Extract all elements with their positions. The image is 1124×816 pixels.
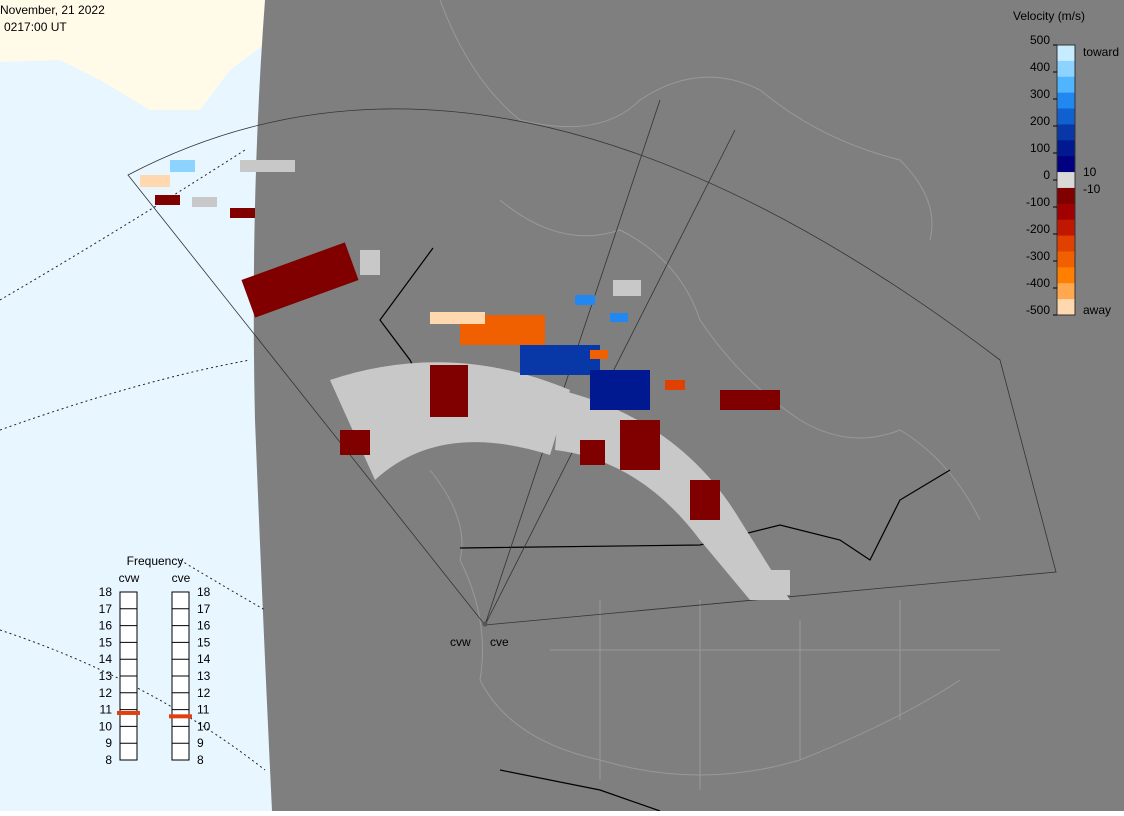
colorbar-segment: [1057, 76, 1075, 94]
frequency-marker: [169, 714, 192, 719]
radar-site: [482, 621, 488, 627]
daylight-land: [0, 0, 270, 110]
frequency-tick-label: 18: [99, 585, 113, 599]
frequency-tick-label: 10: [197, 719, 211, 733]
away-label: away: [1083, 303, 1111, 317]
frequency-tick-label: 13: [197, 669, 211, 683]
colorbar-segment: [1057, 172, 1075, 189]
colorbar-tick-label: -500: [1026, 303, 1050, 317]
colorbar-tick-label: 300: [1030, 87, 1050, 101]
colorbar-tick-label: -100: [1026, 195, 1050, 209]
colorbar-tick-label: 200: [1030, 114, 1050, 128]
colorbar-tick-label: -400: [1026, 276, 1050, 290]
colorbar-segment: [1057, 92, 1075, 110]
colorbar-segment: [1057, 283, 1075, 300]
colorbar-segment: [1057, 235, 1075, 252]
colorbar-segment: [1057, 187, 1075, 205]
frequency-tick-label: 9: [197, 736, 204, 750]
colorbar-segment: [1057, 45, 1075, 62]
frequency-tick-label: 16: [99, 619, 113, 633]
colorbar-label: -10: [1083, 182, 1101, 196]
frequency-tick-label: 13: [99, 669, 113, 683]
frequency-tick-label: 11: [197, 703, 210, 717]
frequency-tick-label: 14: [197, 652, 211, 666]
frequency-tick-label: 17: [197, 602, 211, 616]
frequency-tick-label: 12: [99, 686, 113, 700]
coastlines: [429, 0, 1000, 790]
frequency-tick-label: 9: [105, 736, 112, 750]
frequency-marker: [117, 710, 140, 715]
date: November, 21 2022: [0, 3, 105, 17]
frequency-tick-label: 18: [197, 585, 211, 599]
radar-cells: [140, 160, 790, 600]
colorbar-tick-label: 0: [1043, 168, 1050, 182]
colorbar-segment: [1057, 156, 1075, 173]
frequency-tick-label: 12: [197, 686, 211, 700]
time: 0217:00 UT: [4, 20, 67, 34]
colorbar-tick-label: -300: [1026, 249, 1050, 263]
colorbar-segment: [1057, 124, 1075, 141]
colorbar-tick-label: 500: [1030, 33, 1050, 47]
site-label: cve: [490, 635, 509, 649]
site-label: cvw: [450, 635, 471, 649]
frequency-tick-label: 16: [197, 619, 211, 633]
colorbar-segment: [1057, 251, 1075, 268]
frequency-tick-label: 8: [105, 753, 112, 767]
colorbar-tick-label: -200: [1026, 222, 1050, 236]
colorbar-segment: [1057, 219, 1075, 237]
colorbar-segment: [1057, 108, 1075, 125]
colorbar-segment: [1057, 203, 1075, 221]
radar-name: cvw: [119, 571, 140, 585]
colorbar-segment: [1057, 140, 1075, 157]
frequency-tick-label: 17: [99, 602, 113, 616]
colorbar-tick-label: 100: [1030, 141, 1050, 155]
frequency-tick-label: 14: [99, 652, 113, 666]
colorbar-tick-label: 400: [1030, 60, 1050, 74]
colorbar-segment: [1057, 299, 1075, 316]
frequency-title: Frequency: [127, 554, 184, 568]
frequency-tick-label: 11: [100, 703, 113, 717]
frequency-tick-label: 15: [99, 635, 113, 649]
toward-label: toward: [1083, 45, 1119, 59]
colorbar-title: Velocity (m/s): [1013, 9, 1085, 23]
colorbar-segment: [1057, 267, 1075, 284]
colorbar-label: 10: [1083, 165, 1097, 179]
frequency-tick-label: 15: [197, 635, 211, 649]
frequency-tick-label: 10: [99, 719, 113, 733]
lat-lines: [0, 149, 266, 771]
colorbar-segment: [1057, 60, 1075, 78]
radar-name: cve: [172, 571, 191, 585]
frequency-tick-label: 8: [197, 753, 204, 767]
